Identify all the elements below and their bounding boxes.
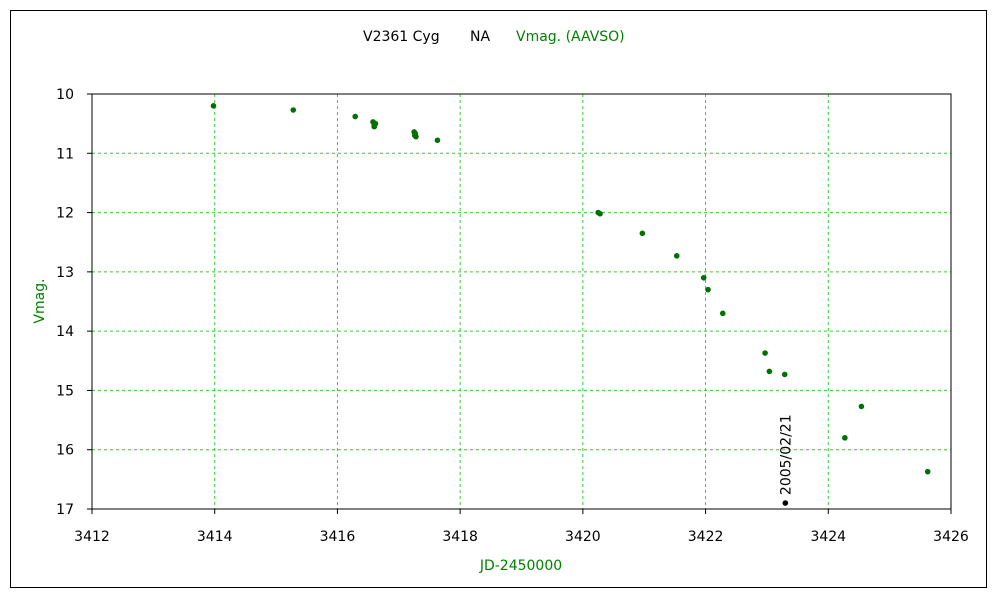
data-point (700, 274, 707, 281)
data-point (781, 371, 788, 378)
y-tick-label: 16 (56, 443, 74, 459)
annotation-label: 2005/02/21 (778, 414, 794, 495)
x-tick-label: 3422 (688, 529, 724, 545)
x-tick-label: 3418 (442, 529, 478, 545)
title-part-2: Vmag. (AAVSO) (516, 29, 625, 45)
y-axis-ticks: 10 11 12 13 14 15 16 17 (56, 87, 92, 518)
data-points (210, 103, 931, 475)
data-point (210, 103, 217, 109)
data-point (673, 253, 680, 259)
x-tick-label: 3414 (197, 529, 233, 545)
data-point (352, 113, 359, 120)
data-point (434, 137, 441, 144)
x-tick-label: 3420 (565, 529, 601, 545)
data-point (413, 133, 419, 140)
x-tick-label: 3412 (74, 529, 110, 545)
x-tick-label: 3424 (810, 529, 846, 545)
data-point (705, 286, 711, 293)
y-tick-label: 15 (56, 383, 74, 399)
chart-title: V2361 Cyg NA Vmag. (AAVSO) (363, 29, 625, 45)
x-axis-label: JD-2450000 (479, 558, 562, 574)
data-point (924, 468, 931, 475)
y-tick-label: 10 (56, 87, 74, 103)
annotation-marker (782, 500, 789, 506)
data-point (762, 350, 768, 356)
data-point (719, 310, 726, 317)
grid (92, 94, 951, 509)
data-point (290, 107, 297, 113)
data-point (597, 210, 603, 217)
x-tick-label: 3426 (933, 529, 969, 545)
plot-area (91, 93, 952, 510)
data-point (371, 123, 378, 130)
y-tick-label: 12 (56, 206, 74, 222)
title-part-0: V2361 Cyg (363, 29, 440, 45)
y-tick-label: 14 (56, 324, 74, 340)
x-tick-label: 3416 (320, 529, 356, 545)
y-axis-label: Vmag. (32, 278, 48, 323)
x-axis-ticks: 3412 3414 3416 3418 3420 3422 3424 3426 (74, 509, 969, 545)
y-tick-label: 17 (56, 502, 74, 518)
data-point (639, 230, 646, 237)
data-point (858, 403, 865, 410)
annotations: 2005/02/21 (778, 414, 794, 506)
chart-frame (10, 10, 987, 588)
title-part-1: NA (470, 29, 490, 45)
y-tick-label: 13 (56, 265, 74, 281)
data-point (842, 435, 848, 441)
y-tick-label: 11 (56, 146, 74, 162)
data-point (766, 368, 773, 375)
